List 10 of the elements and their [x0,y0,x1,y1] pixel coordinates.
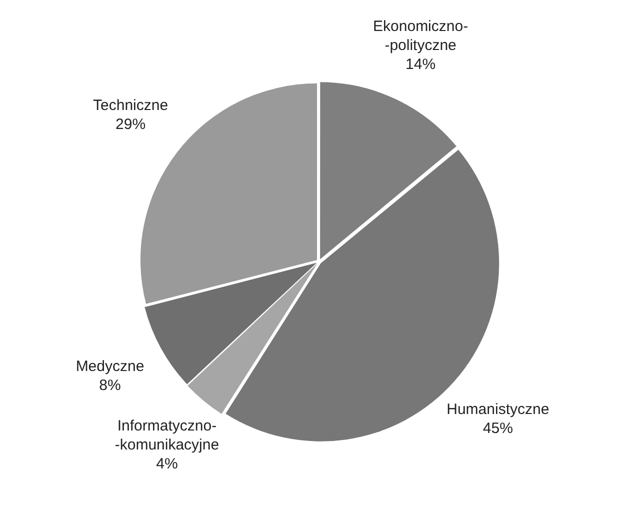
slice-label: Informatyczno- -komunikacyjne [114,417,220,454]
data-label: 14% [406,56,436,73]
data-label: 45% [482,420,513,437]
data-label: 8% [99,377,121,394]
slice-label: Humanistyczne [446,400,550,418]
data-label: 4% [156,455,178,472]
data-label: 29% [116,116,146,133]
slice-label: Techniczne [93,96,168,114]
slice-label: Ekonomiczno- -polityczne [373,18,468,54]
slice-label: Medyczne [76,358,144,376]
